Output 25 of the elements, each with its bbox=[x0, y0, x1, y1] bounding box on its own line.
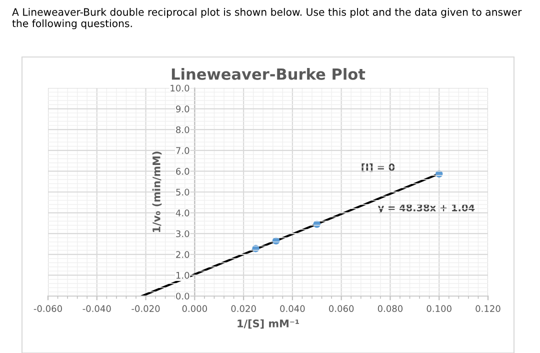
y-tick-label: 8.0 bbox=[176, 126, 190, 134]
y-tick-label: 7.0 bbox=[176, 147, 190, 154]
x-tick-label: -0.060 bbox=[34, 305, 62, 312]
text: A Lineweaver-Burk double reciprocal plot is shown below. Use this plot and the data given to answer the following questions. bbox=[12, 8, 522, 30]
x-tick-label: 0.040 bbox=[280, 305, 305, 312]
x-tick-label: 0.120 bbox=[476, 305, 500, 312]
x-tick-label: 0.080 bbox=[378, 305, 403, 312]
y-tick-label: 4.0 bbox=[176, 210, 190, 216]
y-tick-label: 6.0 bbox=[176, 168, 190, 175]
y-tick-label: 3.0 bbox=[176, 230, 190, 238]
x-tick-label: -0.020 bbox=[132, 305, 160, 312]
y-tick-label: 0.0 bbox=[176, 292, 190, 300]
x-tick-label: -0.040 bbox=[82, 305, 111, 312]
chart-title: Lineweaver-Burke Plot bbox=[172, 68, 366, 80]
y-tick-label: 2.0 bbox=[176, 251, 190, 258]
y-tick-label: 10.0 bbox=[170, 84, 190, 92]
x-tick-label: 0.060 bbox=[329, 305, 354, 312]
y-tick-label: 9.0 bbox=[176, 106, 190, 112]
y-tick-label: 1.0 bbox=[176, 272, 190, 279]
x-tick-label: 0.020 bbox=[231, 305, 256, 312]
y-tick-label: 5.0 bbox=[176, 188, 190, 196]
y-axis-title: 1/v₀ (min/mM) bbox=[152, 152, 162, 232]
x-tick-label: 0.100 bbox=[426, 305, 452, 312]
x-axis-title: 1/[S] mM⁻¹ bbox=[238, 319, 299, 329]
x-tick-label: 0.000 bbox=[182, 305, 207, 312]
